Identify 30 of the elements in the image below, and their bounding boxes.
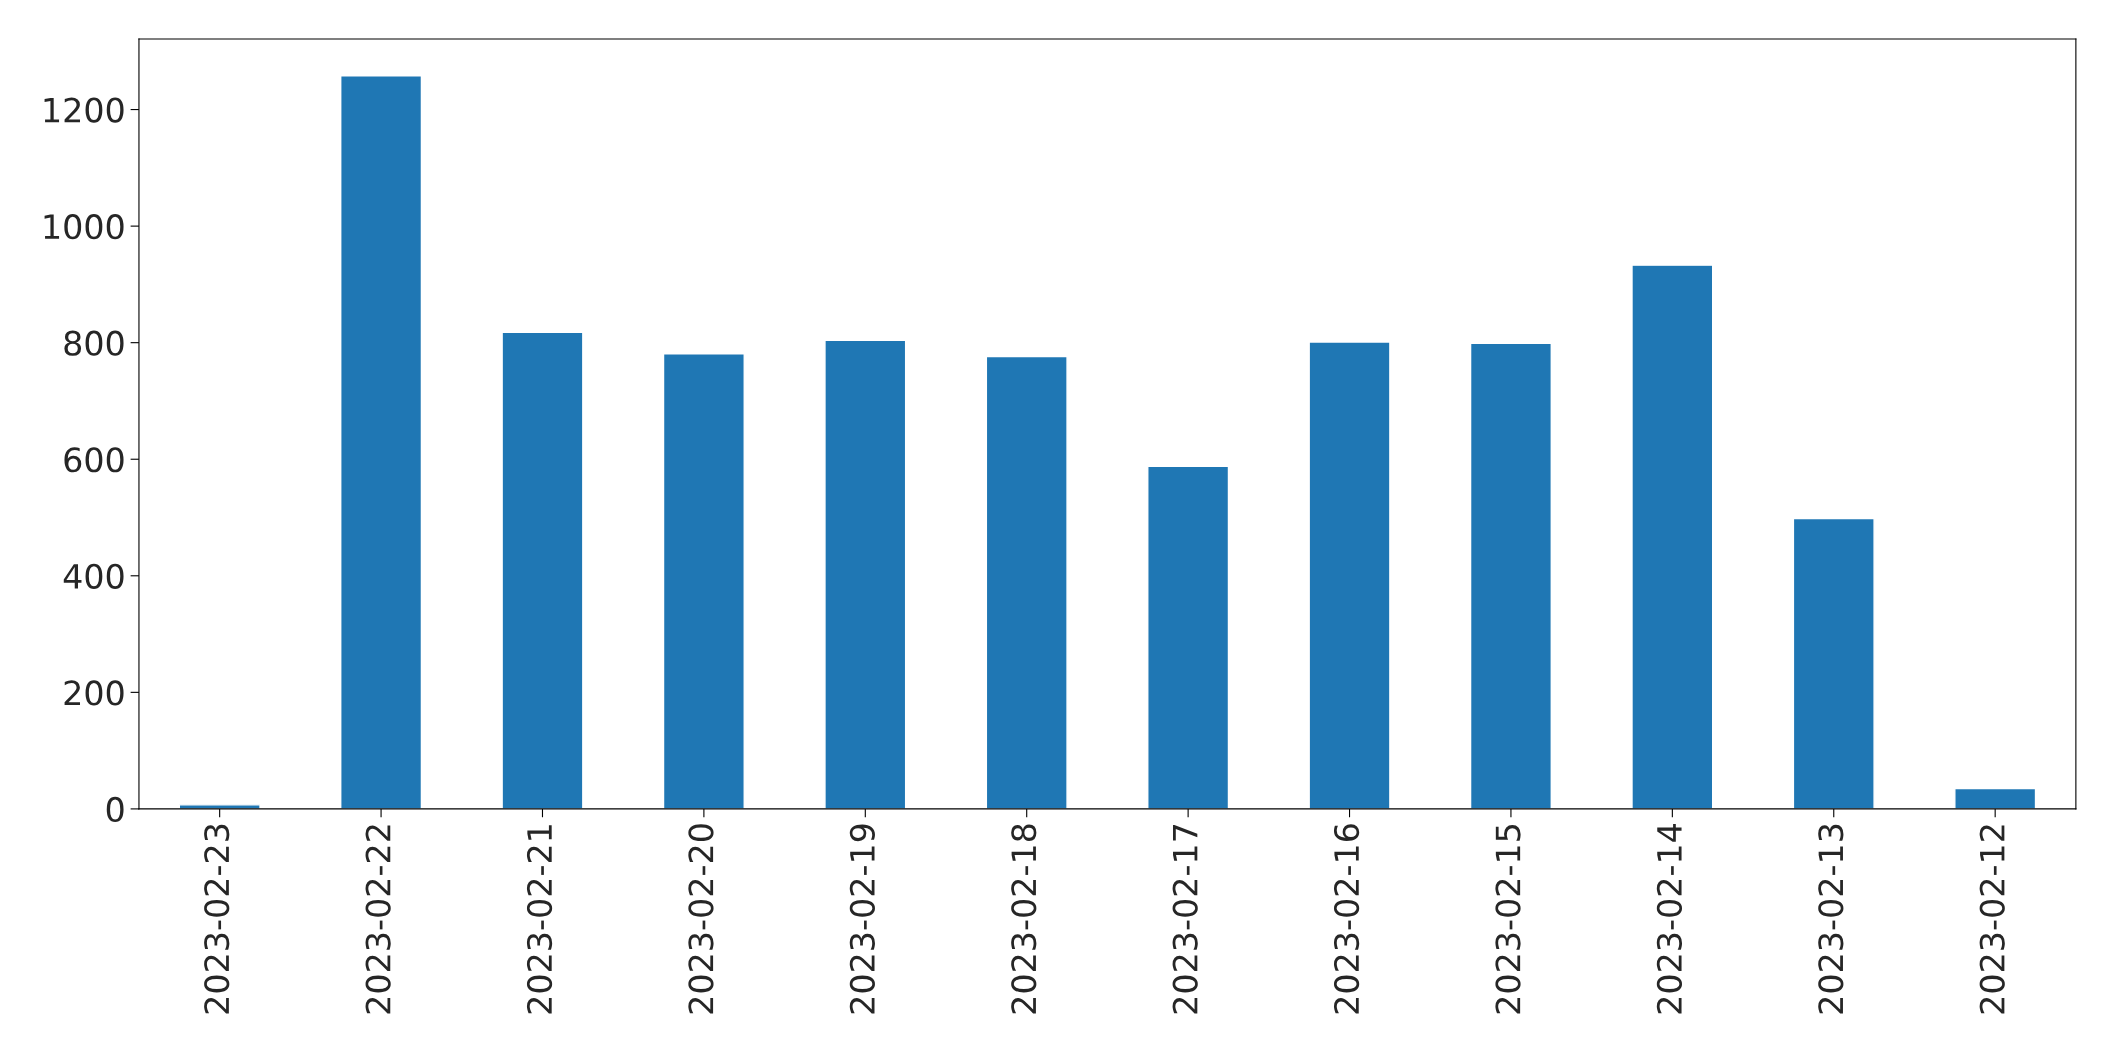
x-tick-label: 2023-02-13 [1818, 824, 1844, 1014]
bar [1631, 264, 1714, 809]
bar [985, 355, 1068, 809]
x-tick-label: 2023-02-17 [1172, 824, 1198, 1014]
x-tick-label: 2023-02-12 [1979, 825, 2005, 1014]
y-tick-label: 1200 [44, 97, 124, 123]
bar [1792, 517, 1875, 809]
bar [1147, 465, 1230, 809]
y-tick-label: 200 [64, 680, 124, 706]
bar [340, 75, 423, 809]
bar [1308, 341, 1391, 809]
bar [501, 331, 584, 809]
y-tick-label: 0 [106, 796, 124, 823]
bar [824, 339, 907, 809]
y-tick-label: 400 [63, 563, 124, 589]
x-tick-label: 2023-02-16 [1333, 824, 1360, 1014]
bar [1954, 787, 2037, 809]
y-tick-label: 600 [64, 447, 124, 473]
x-tick-label: 2023-02-21 [526, 825, 553, 1014]
x-tick-label: 2023-02-18 [1011, 824, 1037, 1014]
y-tick-label: 800 [64, 330, 124, 356]
x-tick-label: 2023-02-23 [204, 824, 230, 1014]
bar [662, 353, 745, 809]
x-tick-label: 2023-02-19 [849, 824, 875, 1014]
bar [1469, 342, 1552, 809]
x-tick-label: 2023-02-22 [365, 825, 391, 1014]
y-tick-label: 1000 [44, 214, 124, 240]
x-tick-label: 2023-02-14 [1656, 823, 1683, 1014]
x-tick-label: 2023-02-15 [1495, 825, 1521, 1014]
x-tick-label: 2023-02-20 [688, 824, 714, 1014]
